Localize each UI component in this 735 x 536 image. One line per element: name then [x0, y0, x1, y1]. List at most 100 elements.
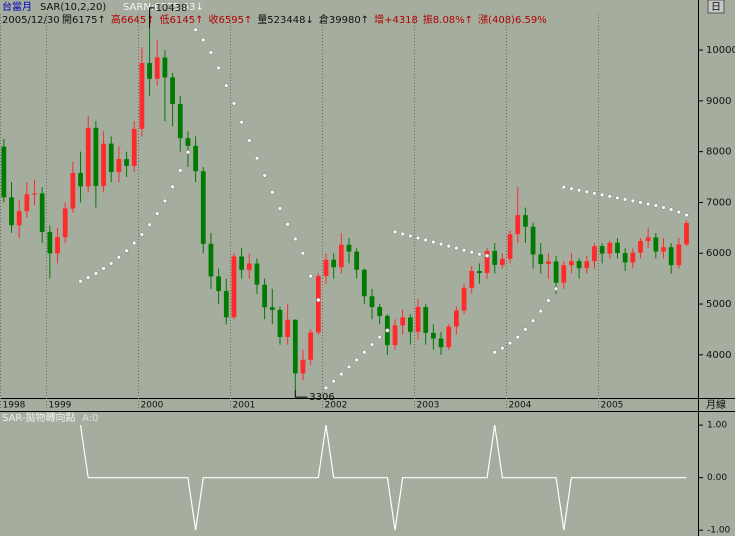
- header-sar: SARN:6775.63↓: [123, 2, 204, 13]
- sar-dot: [193, 27, 198, 32]
- corner-button-label[interactable]: 日: [711, 2, 721, 13]
- sar-dot: [630, 198, 635, 204]
- y-tick-label: 0.00: [707, 473, 727, 483]
- candle-body: [446, 326, 452, 348]
- y-tick-label: 4000: [706, 350, 731, 361]
- candle-body: [346, 244, 352, 252]
- sar-dot: [170, 184, 175, 189]
- candle-body: [553, 261, 559, 283]
- candle-body: [407, 317, 413, 332]
- candle-body: [607, 242, 613, 254]
- candle-body: [430, 332, 436, 339]
- sar-dot: [484, 253, 490, 258]
- sar-dot: [392, 229, 398, 235]
- sar-dot: [346, 364, 352, 370]
- sar-dot: [615, 195, 620, 201]
- candle-body: [223, 291, 229, 318]
- candle-body: [469, 271, 475, 288]
- candle-body: [277, 309, 283, 337]
- candle-body: [369, 296, 375, 308]
- candle-body: [454, 310, 459, 327]
- candle-body: [530, 226, 536, 255]
- x-tick-label: 2005: [601, 401, 624, 411]
- candle-body: [292, 319, 298, 374]
- x-tick-label: 2002: [325, 401, 348, 411]
- x-tick-label: 1998: [3, 401, 26, 411]
- candle-body: [676, 244, 682, 266]
- candle-body: [208, 243, 214, 277]
- candle-body: [331, 259, 337, 268]
- candle-body: [32, 193, 37, 195]
- sar-dot: [247, 138, 252, 143]
- sar-dot: [423, 237, 428, 243]
- sar-dot: [354, 357, 359, 363]
- candle-body: [139, 63, 145, 129]
- candle-body: [561, 265, 567, 283]
- y-tick-label: 6000: [706, 248, 731, 259]
- y-tick-label: 5000: [706, 299, 731, 310]
- sar-dot: [101, 266, 106, 271]
- candle-body: [162, 57, 168, 78]
- sar-dot: [300, 251, 306, 256]
- header-stat: 增+4318: [374, 13, 418, 26]
- sar-dot: [162, 198, 168, 204]
- x-tick-label: 2003: [417, 401, 440, 411]
- sar-dot: [331, 379, 336, 384]
- sar-dot: [316, 297, 321, 303]
- header-stat: 倉39980↑: [319, 13, 369, 26]
- candle-body: [592, 246, 597, 262]
- sar-dot: [638, 200, 643, 205]
- sar-dot: [400, 231, 405, 237]
- candle-body: [684, 223, 689, 245]
- sar-dot: [546, 298, 551, 303]
- sar-dot: [285, 222, 290, 227]
- candle-body: [507, 234, 513, 259]
- sar-dot: [208, 50, 214, 55]
- candle-body: [400, 317, 406, 326]
- sar-dot: [469, 250, 474, 255]
- sar-dot: [684, 212, 689, 218]
- candle-body: [377, 307, 383, 316]
- candle-body: [484, 250, 490, 273]
- sar-dot: [446, 243, 451, 249]
- sar-dot: [262, 173, 267, 178]
- candle-body: [538, 254, 544, 264]
- min-marker: [294, 390, 308, 398]
- sar-dot: [385, 328, 390, 333]
- candle-body: [200, 171, 206, 244]
- candle-body: [523, 215, 528, 227]
- candle-body: [47, 232, 53, 254]
- sar-dot: [454, 246, 459, 251]
- sar-dot: [147, 222, 152, 227]
- candle-body: [300, 359, 306, 374]
- indicator-line: [79, 425, 687, 531]
- candle-body: [438, 338, 444, 348]
- sar-dot: [653, 203, 658, 208]
- candle-body: [546, 261, 551, 264]
- candle-body: [124, 159, 129, 166]
- candle-body: [423, 307, 429, 333]
- sar-dot: [239, 120, 244, 125]
- min-label: 3306: [309, 392, 334, 403]
- sar-dot: [201, 37, 206, 43]
- sar-dot: [676, 209, 681, 215]
- candle-body: [262, 284, 268, 308]
- candle-body: [216, 276, 221, 292]
- main-panel: 4000 5000 6000 7000 8000 9000 10000 1998 1999 200…: [0, 3, 735, 411]
- candle-body: [62, 208, 68, 238]
- header-stat: 高6645↑: [111, 13, 155, 26]
- y-tick-label: 10000: [706, 45, 735, 56]
- sar-dot: [530, 318, 536, 323]
- sar-dot: [139, 232, 145, 237]
- candle-body: [93, 127, 99, 186]
- sar-dot: [576, 188, 582, 193]
- corner-button[interactable]: [707, 0, 725, 14]
- candle-body: [116, 159, 122, 173]
- sar-dot: [78, 279, 83, 284]
- sar-dot: [362, 350, 367, 355]
- sar-dot: [661, 205, 666, 210]
- sar-dot: [231, 101, 237, 106]
- y-tick-label: 7000: [706, 197, 731, 208]
- x-tick-label: 2004: [509, 401, 532, 411]
- sar-dot: [369, 342, 375, 347]
